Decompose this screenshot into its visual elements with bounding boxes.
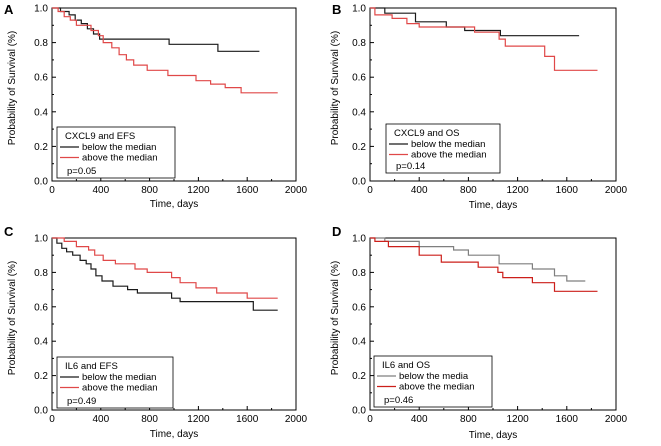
survival-curve-below bbox=[52, 7, 260, 52]
legend-entry: below the median bbox=[82, 142, 156, 153]
y-tick-label: 0.2 bbox=[34, 142, 48, 153]
x-tick-label: 800 bbox=[460, 185, 477, 196]
y-axis-title: Probability of Survival (%) bbox=[7, 261, 18, 375]
y-tick-label: 0.2 bbox=[352, 371, 366, 382]
panel-b: B 0 400 800 1200 1600 2000 0.0 0.2 0.4 0.6 0.8 1.0 Pr… bbox=[330, 2, 628, 211]
legend-entry: below the media bbox=[399, 371, 469, 382]
y-tick-label: 0.6 bbox=[34, 302, 48, 313]
y-tick-label: 0.4 bbox=[34, 337, 48, 348]
x-tick-label: 1200 bbox=[187, 185, 210, 196]
x-tick-label: 800 bbox=[141, 185, 158, 196]
panel-letter: C bbox=[4, 224, 14, 239]
x-tick-label: 0 bbox=[367, 185, 373, 196]
x-tick-label: 1600 bbox=[236, 185, 259, 196]
x-tick-label: 1600 bbox=[556, 185, 579, 196]
survival-curve-above bbox=[52, 7, 278, 94]
y-tick-label: 0.0 bbox=[34, 406, 48, 417]
x-tick-label: 2000 bbox=[605, 185, 628, 196]
x-tick-label: 400 bbox=[411, 414, 428, 425]
x-tick-label: 0 bbox=[49, 414, 55, 425]
x-tick-label: 2000 bbox=[285, 185, 308, 196]
panel-a: A 0 400 800 1200 1600 2000 0.0 0.2 0.4 0.6 0.8 1.0 Pr… bbox=[4, 2, 308, 210]
survival-curve-below bbox=[370, 237, 586, 282]
survival-curve-below bbox=[370, 7, 580, 37]
legend-entry: below the median bbox=[82, 372, 156, 383]
panel-letter: B bbox=[332, 2, 341, 17]
y-tick-label: 0.4 bbox=[352, 337, 366, 348]
x-tick-label: 1200 bbox=[506, 414, 529, 425]
y-tick-label: 1.0 bbox=[352, 4, 366, 15]
x-tick-label: 0 bbox=[49, 185, 55, 196]
legend-box bbox=[373, 355, 493, 408]
legend-title: IL6 and EFS bbox=[65, 361, 118, 372]
survival-curve-above bbox=[52, 237, 278, 299]
survival-curve-above bbox=[370, 237, 598, 292]
y-axis-title: Probability of Survival (%) bbox=[330, 31, 341, 145]
legend-box bbox=[385, 123, 501, 174]
x-tick-label: 800 bbox=[460, 414, 477, 425]
legend-entry: below the median bbox=[411, 139, 485, 150]
x-tick-label: 0 bbox=[367, 414, 373, 425]
p-value: p=0.05 bbox=[67, 166, 96, 177]
y-tick-label: 0.6 bbox=[352, 302, 366, 313]
panel-letter: D bbox=[332, 224, 341, 239]
y-tick-label: 1.0 bbox=[352, 234, 366, 245]
x-tick-label: 1200 bbox=[187, 414, 210, 425]
x-axis-title: Time, days bbox=[150, 429, 199, 440]
x-tick-label: 1600 bbox=[236, 414, 259, 425]
x-tick-label: 400 bbox=[92, 185, 109, 196]
x-axis-title: Time, days bbox=[469, 430, 518, 441]
legend-box bbox=[56, 126, 176, 179]
legend-title: CXCL9 and EFS bbox=[65, 131, 135, 142]
x-tick-label: 1600 bbox=[556, 414, 579, 425]
legend-title: IL6 and OS bbox=[382, 360, 430, 371]
y-tick-label: 0.8 bbox=[34, 268, 48, 279]
legend-title: CXCL9 and OS bbox=[394, 128, 459, 139]
x-tick-label: 400 bbox=[92, 414, 109, 425]
y-tick-label: 0.0 bbox=[34, 177, 48, 188]
x-tick-label: 2000 bbox=[605, 414, 628, 425]
y-axis-title: Probability of Survival (%) bbox=[330, 261, 341, 375]
panel-d: D 0 400 800 1200 1600 2000 0.0 0.2 0.4 0.6 0.8 1.0 Pr… bbox=[330, 224, 628, 441]
x-tick-label: 400 bbox=[411, 185, 428, 196]
y-tick-label: 1.0 bbox=[34, 4, 48, 15]
panel-letter: A bbox=[4, 2, 14, 17]
y-tick-label: 1.0 bbox=[34, 234, 48, 245]
y-tick-label: 0.4 bbox=[34, 107, 48, 118]
y-tick-label: 0.0 bbox=[352, 406, 366, 417]
x-tick-label: 1200 bbox=[506, 185, 529, 196]
survival-curve-above bbox=[370, 7, 598, 71]
x-tick-label: 2000 bbox=[285, 414, 308, 425]
legend-entry: above the median bbox=[411, 150, 487, 161]
y-tick-label: 0.0 bbox=[352, 177, 366, 188]
legend-entry: above the median bbox=[82, 383, 158, 394]
y-tick-label: 0.6 bbox=[352, 73, 366, 84]
panel-c: C 0 400 800 1200 1600 2000 0.0 0.2 0.4 0.6 0.8 1.0 Pr… bbox=[4, 224, 308, 440]
y-tick-label: 0.8 bbox=[352, 268, 366, 279]
y-tick-label: 0.4 bbox=[352, 107, 366, 118]
y-tick-label: 0.2 bbox=[34, 371, 48, 382]
p-value: p=0.46 bbox=[384, 395, 413, 406]
legend-box bbox=[56, 356, 174, 409]
y-tick-label: 0.8 bbox=[352, 38, 366, 49]
p-value: p=0.49 bbox=[67, 396, 96, 407]
x-tick-label: 800 bbox=[141, 414, 158, 425]
legend-entry: above the median bbox=[399, 382, 475, 393]
y-tick-label: 0.2 bbox=[352, 142, 366, 153]
y-axis-title: Probability of Survival (%) bbox=[7, 31, 18, 145]
x-axis-title: Time, days bbox=[469, 200, 518, 211]
survival-curve-below bbox=[52, 237, 278, 311]
legend-entry: above the median bbox=[82, 153, 158, 164]
y-tick-label: 0.6 bbox=[34, 73, 48, 84]
p-value: p=0.14 bbox=[396, 161, 425, 172]
y-tick-label: 0.8 bbox=[34, 38, 48, 49]
x-axis-title: Time, days bbox=[150, 199, 199, 210]
